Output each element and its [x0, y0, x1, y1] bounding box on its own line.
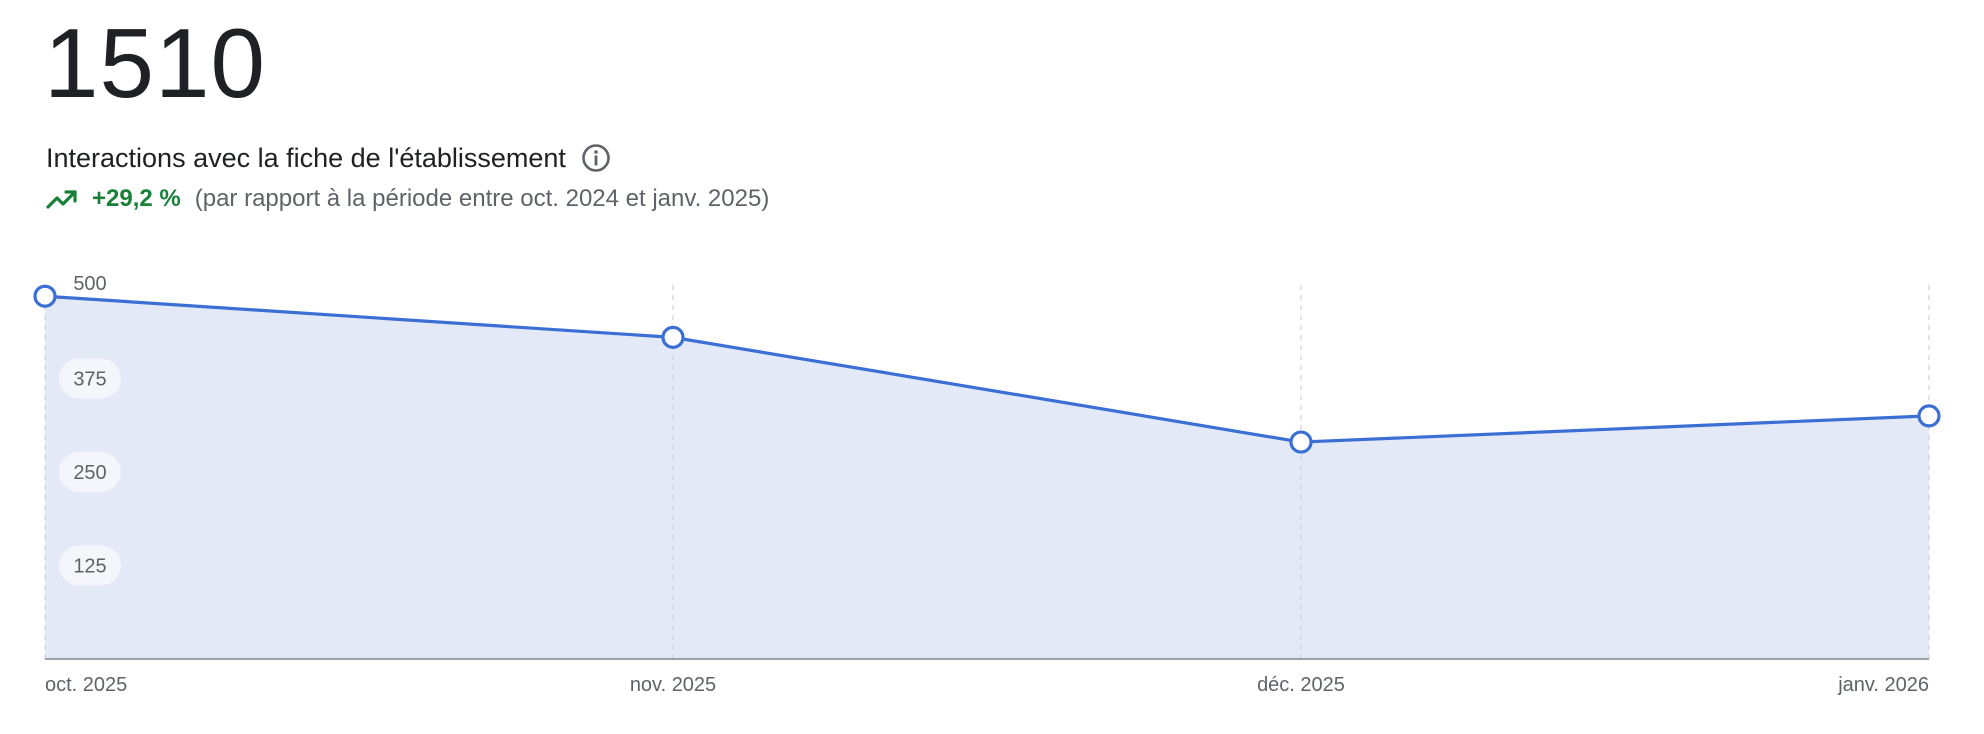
- y-tick-label: 500: [73, 273, 106, 295]
- data-point: [1289, 430, 1313, 454]
- y-tick-pill: [59, 452, 121, 492]
- metric-title-row: Interactions avec la fiche de l'établiss…: [46, 142, 612, 174]
- y-tick-pill: [59, 358, 121, 399]
- x-tick-label: janv. 2026: [1837, 674, 1929, 696]
- y-tick-label: 125: [73, 556, 106, 578]
- data-point: [661, 325, 685, 349]
- metric-title: Interactions avec la fiche de l'établiss…: [46, 142, 566, 173]
- change-percentage: +29,2 %: [92, 185, 181, 212]
- x-tick-label: déc. 2025: [1257, 674, 1345, 696]
- y-tick-label: 375: [73, 369, 106, 391]
- y-tick-label: 250: [73, 462, 106, 484]
- x-tick-label: oct. 2025: [45, 674, 127, 696]
- x-tick-label: nov. 2025: [630, 674, 716, 696]
- trending-up-icon: [46, 183, 78, 215]
- info-icon[interactable]: [580, 142, 612, 174]
- data-point: [1917, 404, 1941, 428]
- comparison-period: (par rapport à la période entre oct. 202…: [194, 185, 770, 212]
- series-line: [44, 294, 1930, 444]
- y-tick-pill: [59, 545, 121, 586]
- data-point: [33, 284, 57, 308]
- total-interactions-value: 1510: [44, 8, 267, 118]
- change-row: +29,2 % (par rapport à la période entre …: [46, 183, 769, 215]
- area-fill: [45, 296, 1929, 659]
